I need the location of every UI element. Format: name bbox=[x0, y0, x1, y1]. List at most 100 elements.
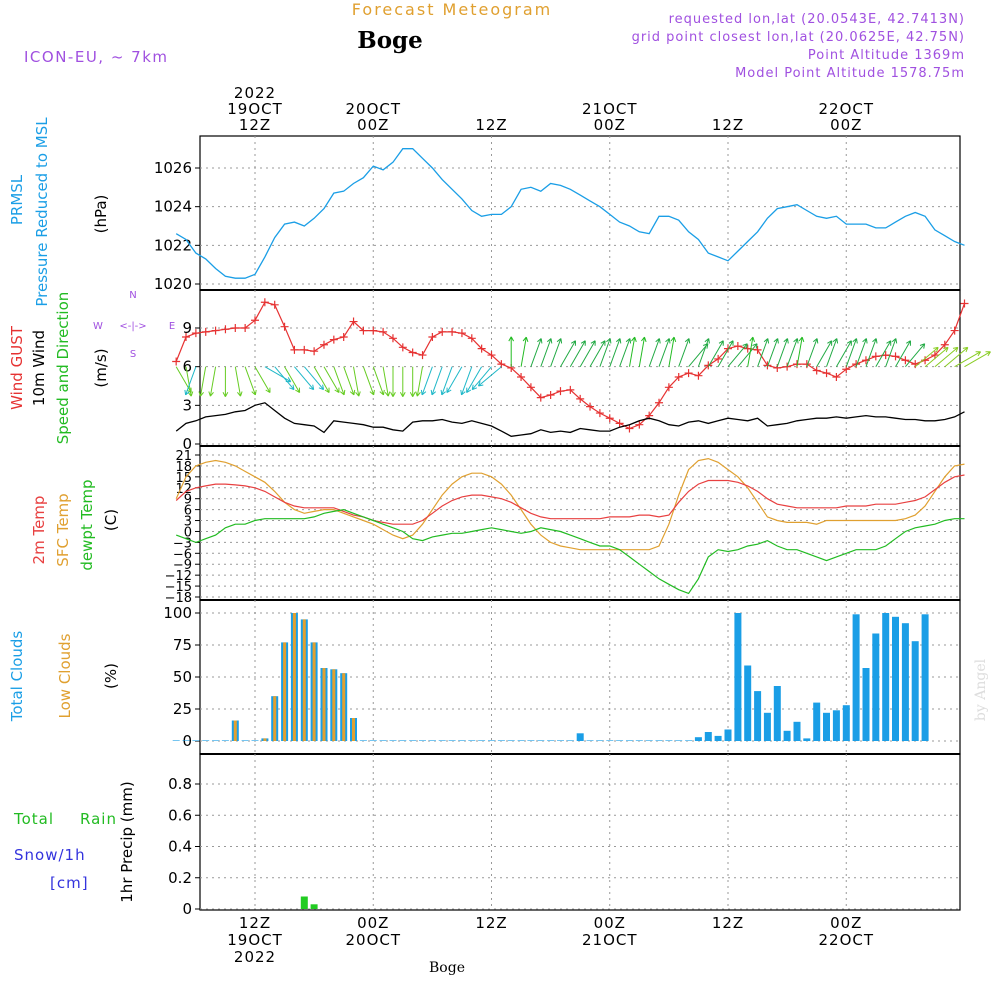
model-name: ICON-EU, ~ 7km bbox=[24, 48, 169, 66]
wind-arrow bbox=[184, 366, 197, 396]
dew-label: dewpt Temp bbox=[78, 479, 96, 570]
total-cloud-bar bbox=[606, 740, 614, 741]
y-tick-label: 0.6 bbox=[168, 806, 192, 824]
wind-arrow bbox=[471, 366, 492, 391]
wind-arrow bbox=[688, 343, 709, 368]
temp-unit: (C) bbox=[102, 509, 120, 531]
gust-marker bbox=[960, 299, 969, 308]
wind-arrow bbox=[353, 366, 361, 397]
rain-bar bbox=[310, 904, 318, 909]
y-tick-label: −3 bbox=[173, 536, 192, 551]
gust-marker bbox=[536, 393, 545, 402]
wind-arrow bbox=[569, 340, 586, 367]
y-tick-label: 9 bbox=[182, 319, 192, 337]
wind-arrow bbox=[609, 338, 622, 367]
pressure-line bbox=[175, 148, 965, 279]
gust-marker bbox=[221, 325, 230, 334]
wind-arrow bbox=[440, 366, 453, 396]
wind-arrow bbox=[198, 366, 207, 397]
gust-marker bbox=[418, 351, 427, 360]
total-cloud-bar bbox=[714, 735, 722, 741]
wind-arrow bbox=[579, 340, 596, 367]
total-cloud-bar bbox=[488, 740, 495, 741]
total-cloud-bar bbox=[537, 740, 545, 741]
gust-marker bbox=[891, 352, 900, 361]
top-time-label: 21OCT bbox=[582, 100, 638, 118]
total-cloud-bar bbox=[872, 633, 880, 741]
wind-arrow bbox=[284, 366, 301, 394]
y-tick-label: 1024 bbox=[154, 198, 192, 216]
total-clouds-label: Total Clouds bbox=[8, 631, 26, 723]
low-cloud-bar bbox=[233, 720, 237, 741]
total-cloud-bar bbox=[192, 740, 200, 741]
credit-watermark: by Angel bbox=[973, 658, 989, 721]
wind-arrow bbox=[766, 338, 779, 367]
low-cloud-bar bbox=[352, 718, 355, 741]
pressure-label-1: PRMSL bbox=[8, 174, 26, 225]
total-cloud-bar bbox=[744, 665, 752, 741]
wind-arrow bbox=[648, 338, 661, 367]
total-cloud-bar bbox=[645, 740, 653, 741]
total-cloud-bar bbox=[172, 740, 180, 741]
wind-arrow bbox=[362, 366, 375, 396]
total-cloud-bar bbox=[754, 691, 762, 741]
wind-arrow bbox=[589, 340, 606, 367]
rain-bar bbox=[300, 896, 308, 909]
compass-e: E bbox=[169, 321, 175, 332]
total-cloud-bar bbox=[586, 740, 594, 741]
y-tick-label: 50 bbox=[173, 668, 192, 686]
total-cloud-bar bbox=[803, 738, 811, 741]
gust-marker bbox=[359, 326, 368, 335]
gust-marker bbox=[211, 326, 220, 335]
wind-arrow bbox=[208, 366, 217, 397]
low-cloud-bar bbox=[302, 619, 306, 741]
gust-marker bbox=[566, 385, 575, 394]
gust-marker bbox=[526, 383, 535, 392]
total-cloud-bar bbox=[566, 740, 574, 741]
wind-arrow bbox=[845, 338, 858, 367]
low-cloud-bar bbox=[312, 642, 316, 741]
gust-marker bbox=[319, 340, 328, 349]
y-tick-label: 0 bbox=[184, 525, 192, 540]
y-tick-label: 100 bbox=[163, 604, 192, 622]
gust-marker bbox=[280, 322, 289, 331]
wind-arrow bbox=[697, 338, 710, 367]
total-cloud-bar bbox=[665, 740, 673, 741]
gust-marker bbox=[674, 372, 683, 381]
total-cloud-bar bbox=[773, 686, 781, 741]
gust-marker bbox=[733, 342, 742, 351]
gust-marker bbox=[191, 329, 200, 338]
sfc-label: SFC Temp bbox=[54, 493, 72, 566]
gust-marker bbox=[428, 333, 437, 342]
total-cloud-bar bbox=[793, 721, 801, 741]
bottom-time-label: 00Z bbox=[357, 914, 389, 932]
wind-unit: (m/s) bbox=[92, 348, 110, 387]
wind-arrow bbox=[185, 366, 194, 397]
compass-w: W bbox=[93, 321, 103, 332]
wind-arrow bbox=[944, 346, 969, 368]
wind-arrow bbox=[678, 338, 691, 367]
total-cloud-bar bbox=[379, 740, 387, 741]
wind-arrow bbox=[727, 343, 748, 368]
wind-arrow bbox=[222, 366, 229, 397]
total-cloud-bar bbox=[399, 740, 407, 741]
y-tick-label: 18 bbox=[175, 460, 192, 475]
wind-label: 10m Wind bbox=[30, 330, 48, 406]
y-tick-label: 0.8 bbox=[168, 775, 192, 793]
t2m-temp-line bbox=[175, 474, 965, 525]
total-cloud-bar bbox=[675, 740, 683, 741]
total-cloud-bar bbox=[419, 740, 426, 741]
wind-arrow bbox=[446, 366, 463, 394]
top-time-label: 00Z bbox=[357, 116, 389, 134]
gust-marker bbox=[773, 363, 782, 372]
total-cloud-bar bbox=[359, 740, 367, 741]
total-cloud-bar bbox=[842, 705, 850, 741]
wind-arrow bbox=[747, 336, 755, 367]
gust-marker bbox=[448, 327, 457, 336]
wind-arrow bbox=[382, 366, 391, 397]
gust-marker bbox=[241, 324, 250, 332]
bottom-time-label: 12Z bbox=[712, 914, 744, 932]
low-clouds-label: Low Clouds bbox=[56, 633, 74, 718]
gust-marker bbox=[576, 394, 585, 403]
total-cloud-bar bbox=[783, 730, 791, 741]
